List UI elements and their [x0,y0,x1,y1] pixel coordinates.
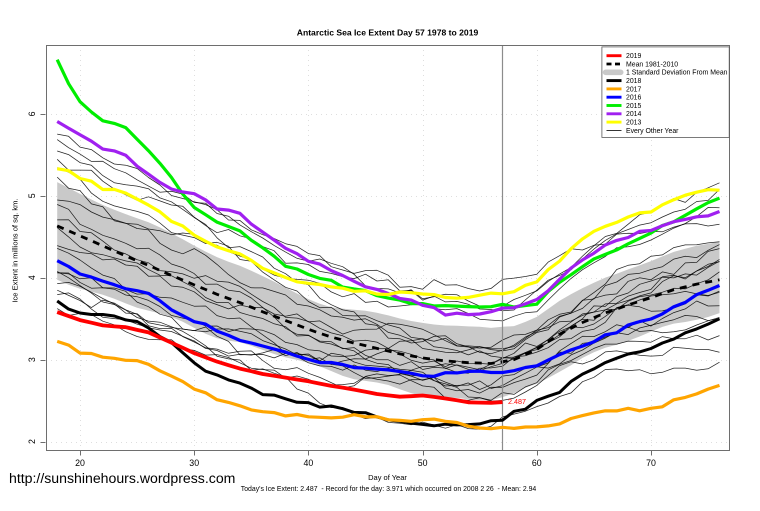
svg-text:1 Standard Deviation From Mean: 1 Standard Deviation From Mean [626,70,728,77]
svg-text:20: 20 [75,458,85,468]
svg-text:2017: 2017 [626,86,641,93]
svg-text:2: 2 [27,439,37,444]
svg-text:Day of Year: Day of Year [368,473,407,482]
svg-text:Every Other Year: Every Other Year [626,128,679,135]
svg-text:2014: 2014 [626,111,641,118]
svg-text:http://sunshinehours.wordpress: http://sunshinehours.wordpress.com [9,470,235,486]
svg-text:Today's Ice Extent: 2.487 - R: Today's Ice Extent: 2.487 - Record for t… [241,486,537,493]
svg-text:Ice Extent in millions of sq.: Ice Extent in millions of sq. km. [11,198,20,302]
svg-text:50: 50 [418,458,428,468]
svg-text:6: 6 [27,111,37,116]
svg-text:Antarctic Sea Ice Extent Day 5: Antarctic Sea Ice Extent Day 57 1978 to … [297,28,479,38]
svg-text:Mean 1981-2010: Mean 1981-2010 [626,61,678,68]
svg-text:60: 60 [532,458,542,468]
svg-text:2015: 2015 [626,103,641,110]
svg-text:3: 3 [27,357,37,362]
svg-text:30: 30 [189,458,199,468]
svg-text:5: 5 [27,193,37,198]
svg-text:4: 4 [27,275,37,280]
svg-text:2019: 2019 [626,53,641,60]
svg-text:70: 70 [646,458,656,468]
svg-text:2018: 2018 [626,78,641,85]
svg-text:2013: 2013 [626,120,641,127]
svg-text:40: 40 [304,458,314,468]
svg-text:2.487: 2.487 [508,397,526,406]
svg-text:2016: 2016 [626,95,641,102]
